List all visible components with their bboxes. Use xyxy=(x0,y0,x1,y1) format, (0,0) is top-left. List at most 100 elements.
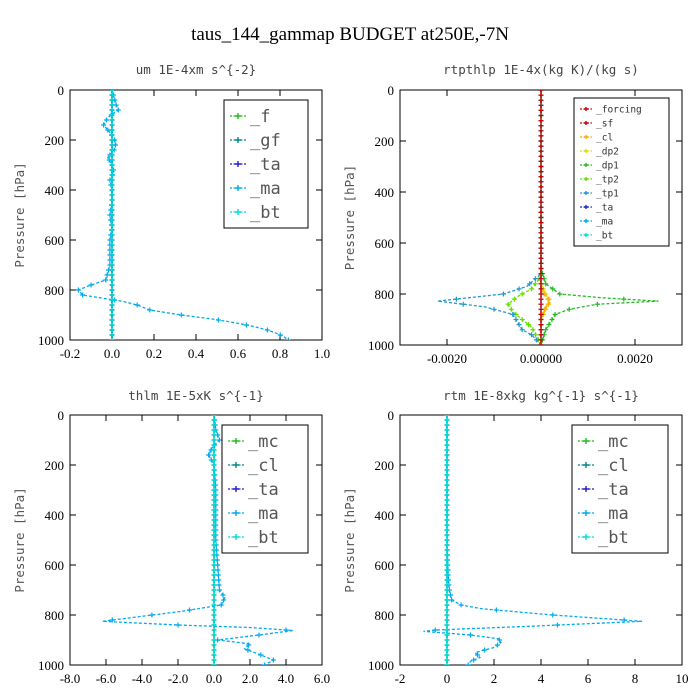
series-point-ma xyxy=(206,452,212,458)
series-point-bt xyxy=(109,257,115,263)
legend-label: _cl xyxy=(248,456,279,476)
legend: _forcing _sf _cl _dp2 _dp1 _tp2 _tp1 _ta _ma _bt xyxy=(573,97,670,247)
legend-marker xyxy=(584,163,588,167)
series-point-bt xyxy=(444,497,450,503)
series-point-bt xyxy=(211,662,217,665)
x-tick-label: 4 xyxy=(538,671,545,686)
series-point-bt xyxy=(444,647,450,653)
y-axis-label: Pressure [hPa] xyxy=(12,487,27,592)
series-point-bt xyxy=(444,415,450,418)
legend-marker xyxy=(584,121,588,125)
legend-box xyxy=(573,97,670,247)
y-tick-label: 400 xyxy=(375,185,395,200)
series-point-bt xyxy=(444,602,450,608)
series-point-bt xyxy=(444,532,450,538)
legend-label: _sf xyxy=(596,119,613,130)
series-point-tp1 xyxy=(491,306,497,312)
series-point-bt xyxy=(109,267,115,273)
series-point-forcing xyxy=(538,194,544,200)
series-point-forcing xyxy=(538,301,544,307)
series-point-bt xyxy=(444,607,450,613)
series-line-dp1 xyxy=(540,90,659,345)
legend-label: _dp2 xyxy=(596,147,619,158)
series-point-dp1 xyxy=(546,322,552,328)
series-point-ma xyxy=(134,302,140,308)
series-point-bt xyxy=(444,512,450,518)
panel-4: rtm 1E-8xkg kg^{-1} s^{-1} -2 0 2 4 6 8 10 0 200 4… xyxy=(342,388,689,686)
panel-title: rtm 1E-8xkg kg^{-1} s^{-1} xyxy=(443,388,639,403)
series-line-ma xyxy=(77,90,289,340)
series-point-bt xyxy=(444,567,450,573)
series-point-bt xyxy=(211,577,217,583)
series-point-ma xyxy=(458,602,464,608)
series-point-bt xyxy=(211,617,217,623)
legend-label: _f xyxy=(250,107,270,127)
panel-2: rtpthlp 1E-4x(kg K)/(kg s) -0.0020 0.00000… xyxy=(342,62,683,366)
series-point-forcing xyxy=(538,276,544,282)
series-point-forcing xyxy=(538,271,544,277)
series-point-ma xyxy=(115,107,121,113)
series-point-tp2 xyxy=(519,317,525,322)
x-tick-label: -2 xyxy=(395,671,406,686)
series-point-bt xyxy=(109,192,115,198)
series-point-dp1 xyxy=(543,327,549,333)
series-point-bt xyxy=(109,222,115,228)
series-point-ma xyxy=(621,617,627,623)
legend-marker xyxy=(584,205,588,209)
legend-label: _bt xyxy=(248,528,279,548)
series-point-bt xyxy=(211,652,217,658)
series-point-ma xyxy=(103,117,109,123)
legend-marker xyxy=(233,438,239,444)
series-point-bt xyxy=(211,632,217,638)
panel-3: thlm 1E-5xK s^{-1} -8.0 -6.0 -4.0 -2.0 0.0 2.0… xyxy=(12,388,330,686)
series-point-bt xyxy=(444,437,450,443)
series-point-bt xyxy=(109,212,115,218)
series-point-bt xyxy=(211,457,217,463)
legend-marker xyxy=(584,191,588,195)
series-point-forcing xyxy=(538,209,544,215)
series-point-bt xyxy=(109,242,115,248)
series-point-forcing xyxy=(538,128,544,134)
series-line-tp1 xyxy=(437,90,542,345)
legend-marker xyxy=(235,209,241,215)
y-tick-label: 0 xyxy=(388,408,395,423)
y-tick-label: 200 xyxy=(375,458,395,473)
x-tick-label: 2.0 xyxy=(242,671,258,686)
legend-label: _mc xyxy=(598,432,629,452)
series-point-bt xyxy=(211,587,217,593)
legend-marker xyxy=(235,137,241,143)
series-point-bt xyxy=(109,307,115,313)
series-point-forcing xyxy=(538,250,544,256)
x-tick-label: 8 xyxy=(632,671,639,686)
legend-label: _tp1 xyxy=(596,189,619,200)
series-point-forcing xyxy=(538,342,544,345)
series-point-forcing xyxy=(538,215,544,220)
series-point-bt xyxy=(444,657,450,663)
series-point-ma xyxy=(256,632,262,638)
series-point-forcing xyxy=(538,317,544,322)
y-tick-label: 0 xyxy=(388,83,395,98)
series-point-bt xyxy=(211,527,217,533)
plot-frame xyxy=(69,414,323,666)
series-point-ma xyxy=(285,337,291,340)
y-tick-label: 1000 xyxy=(368,338,394,353)
legend-marker xyxy=(584,233,588,237)
series-point-bt xyxy=(444,637,450,643)
y-axis-label: Pressure [hPa] xyxy=(342,165,357,270)
series-point-dp1 xyxy=(557,291,563,297)
series-point-bt xyxy=(211,452,217,458)
series-point-ma xyxy=(246,642,252,648)
series-point-bt xyxy=(109,137,115,143)
series-point-bt xyxy=(444,537,450,543)
series-point-forcing xyxy=(538,327,544,333)
series-point-bt xyxy=(211,517,217,523)
y-tick-label: 800 xyxy=(45,608,65,623)
series-point-forcing xyxy=(538,260,544,266)
series-point-forcing xyxy=(538,235,544,241)
series-point-bt xyxy=(444,597,450,603)
series-point-bt xyxy=(109,157,115,163)
series-point-bt xyxy=(211,572,217,578)
series-point-forcing xyxy=(538,322,544,328)
series-point-bt xyxy=(444,527,450,533)
